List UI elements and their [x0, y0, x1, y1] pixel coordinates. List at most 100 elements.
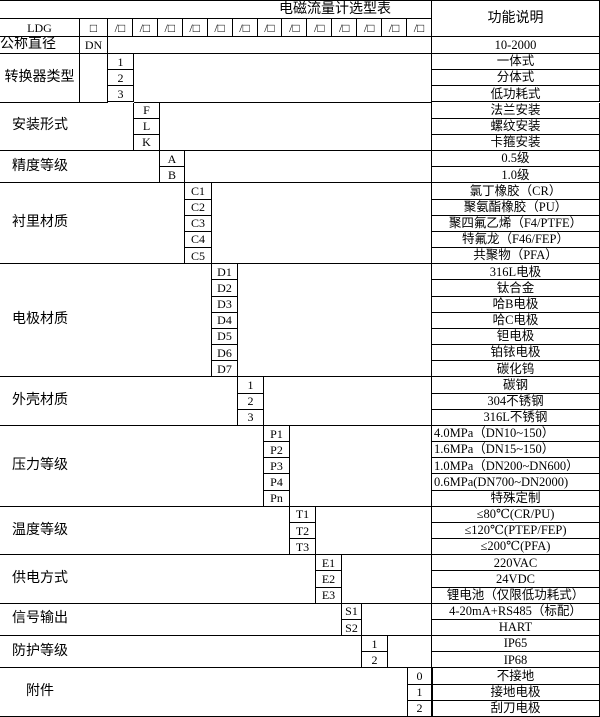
dn-code: DN — [80, 37, 108, 54]
option-slot-box: /□ — [132, 19, 158, 37]
blank-cell — [185, 151, 432, 184]
option-description: 铂铱电极 — [432, 345, 600, 362]
option-description: 卡箍安装 — [432, 134, 600, 151]
option-description: 钽电极 — [432, 328, 600, 346]
option-code: S1 — [342, 603, 362, 620]
option-slot-box: /□ — [157, 19, 183, 37]
blank-cell — [342, 555, 432, 604]
option-slot-box: /□ — [382, 19, 408, 37]
blank-cell — [316, 506, 432, 556]
group-label: 转换器类型 — [0, 54, 80, 103]
option-slot-box: /□ — [257, 19, 283, 37]
option-code: P2 — [264, 442, 290, 459]
group-label: 安装形式 — [0, 102, 134, 151]
option-description: 1.0MPa（DN200~DN600） — [432, 458, 600, 475]
option-description: 刮刀电极 — [432, 700, 600, 717]
option-description: 碳化钨 — [432, 361, 600, 378]
group-label-text: 转换器类型 — [4, 69, 75, 85]
group-label: 压力等级 — [0, 425, 264, 507]
blank-cell — [160, 102, 432, 151]
group-label-text: 衬里材质 — [12, 215, 68, 231]
option-code: 3 — [238, 409, 264, 426]
option-description: 特氟龙（F46/FEP） — [432, 231, 600, 249]
group-label-text: 防护等级 — [12, 643, 68, 659]
option-description: ≤80℃(CR/PU) — [432, 506, 600, 523]
option-description: 不接地 — [432, 668, 600, 685]
option-code: C5 — [185, 248, 212, 265]
option-code: E2 — [316, 571, 342, 588]
option-description: 一体式 — [432, 54, 600, 71]
option-description: 0.6MPa(DN700~DN2000) — [432, 474, 600, 491]
option-code: F — [134, 102, 160, 119]
group-label: 精度等级 — [0, 151, 160, 184]
option-description: 哈C电极 — [432, 312, 600, 329]
blank-cell — [80, 54, 108, 103]
blank-cell — [238, 264, 432, 378]
option-code: P3 — [264, 458, 290, 475]
group-label-text: 压力等级 — [12, 457, 68, 473]
dn-description: 10-2000 — [432, 37, 600, 54]
option-code: D5 — [212, 328, 238, 346]
option-slot-box: /□ — [232, 19, 258, 37]
option-description: 钛合金 — [432, 280, 600, 297]
option-slot-box: /□ — [357, 19, 383, 37]
option-description: 4.0MPa（DN10~150） — [432, 425, 600, 443]
option-code: C4 — [185, 231, 212, 249]
option-code: 1 — [238, 377, 264, 394]
group-label: 电极材质 — [0, 264, 212, 378]
option-slot-box: /□ — [182, 19, 208, 37]
option-description: 304不锈钢 — [432, 393, 600, 410]
option-code: P1 — [264, 425, 290, 443]
group-label-text: 安装形式 — [12, 118, 68, 134]
group-label: 衬里材质 — [0, 183, 185, 265]
option-slot-box: /□ — [407, 19, 432, 37]
option-code: 2 — [362, 652, 388, 669]
group-label-text: 供电方式 — [12, 571, 68, 587]
option-description: 0.5级 — [432, 151, 600, 168]
group-label: 防护等级 — [0, 636, 362, 669]
option-description: 316L不锈钢 — [432, 409, 600, 426]
dn-label: 公称直径 — [0, 37, 80, 54]
group-label-text: 附件 — [26, 684, 54, 700]
option-code: 1 — [362, 636, 388, 653]
option-slot-box: /□ — [207, 19, 233, 37]
option-description: 4-20mA+RS485（标配） — [432, 603, 600, 620]
option-description: 特殊定制 — [432, 490, 600, 507]
option-description: 1.6MPa（DN15~150） — [432, 442, 600, 459]
option-code: C1 — [185, 183, 212, 200]
option-description: HART — [432, 619, 600, 637]
blank-cell — [264, 377, 432, 426]
option-code: Pn — [264, 490, 290, 507]
option-code: D6 — [212, 345, 238, 362]
group-label-text: 信号输出 — [12, 611, 68, 627]
option-code: D3 — [212, 296, 238, 313]
option-code: B — [160, 167, 185, 184]
option-description: 分体式 — [432, 70, 600, 87]
group-label: 温度等级 — [0, 506, 290, 556]
option-code: 1 — [108, 54, 134, 71]
option-code: 2 — [238, 393, 264, 410]
option-code: C2 — [185, 199, 212, 216]
option-description: 碳钢 — [432, 377, 600, 394]
option-code: D7 — [212, 361, 238, 378]
option-description: 1.0级 — [432, 167, 600, 184]
blank-cell — [108, 37, 432, 54]
option-description: 共聚物（PFA） — [432, 248, 600, 265]
table-title: 电磁流量计选型表 — [0, 1, 432, 19]
blank-cell — [212, 183, 432, 265]
option-slot-box: /□ — [332, 19, 358, 37]
group-label: 外壳材质 — [0, 377, 238, 426]
option-code: D2 — [212, 280, 238, 297]
blank-cell — [290, 425, 432, 507]
option-code: P4 — [264, 474, 290, 491]
option-code: 0 — [408, 668, 432, 685]
option-code: D1 — [212, 264, 238, 281]
model-box: □ — [80, 19, 108, 37]
option-code: S2 — [342, 619, 362, 637]
option-code: T2 — [290, 522, 316, 540]
group-label-text: 外壳材质 — [12, 393, 68, 409]
option-description: IP65 — [432, 636, 600, 653]
option-code: 3 — [108, 86, 134, 103]
group-label-text: 精度等级 — [12, 158, 68, 174]
